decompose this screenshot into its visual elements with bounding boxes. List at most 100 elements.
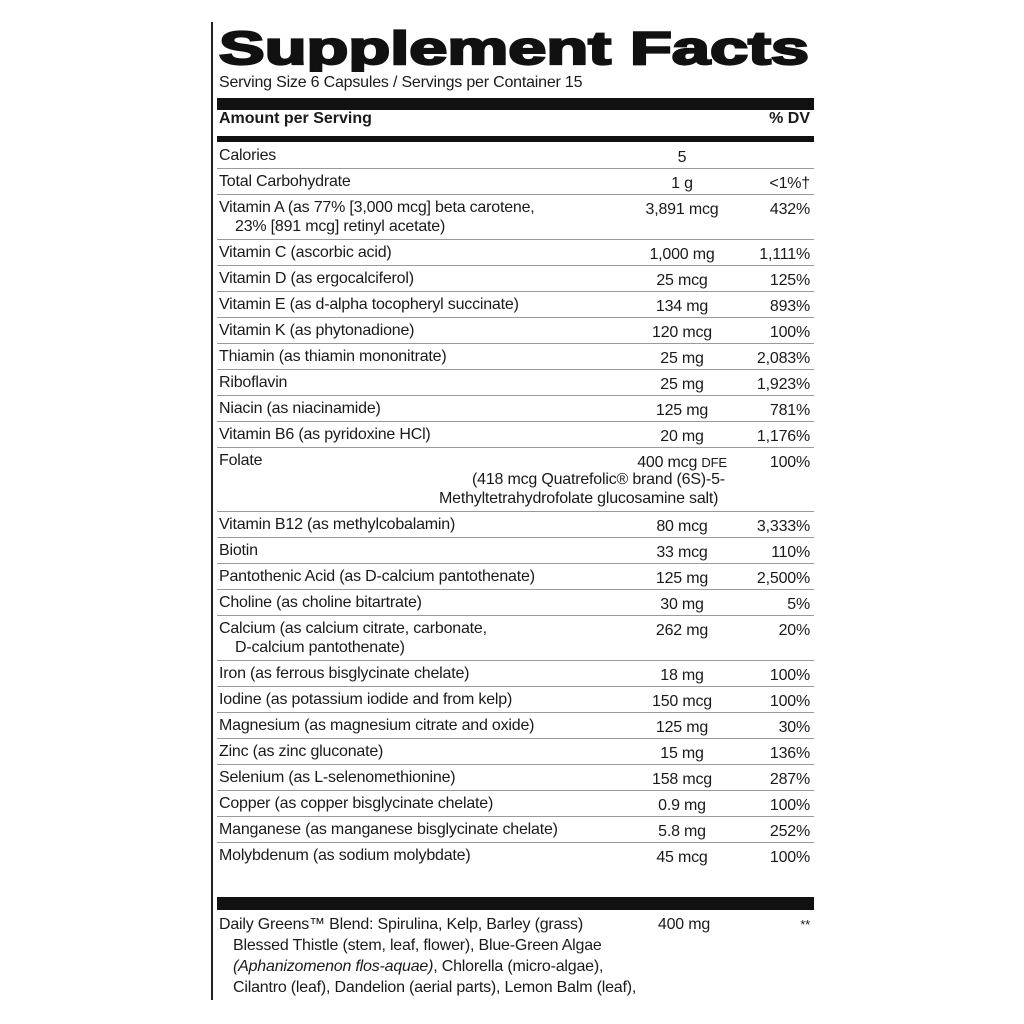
amount-value: 25 mg xyxy=(660,350,704,367)
nutrient-row: Riboflavin 25 mg 1,923% xyxy=(217,370,814,396)
blend-line: Cilantro (leaf), Dandelion (aerial parts… xyxy=(233,979,637,996)
nutrient-name: Pantothenic Acid (as D-calcium pantothen… xyxy=(219,568,535,585)
daily-value: 1,923% xyxy=(756,376,810,393)
nutrient-row: Vitamin A (as 77% [3,000 mcg] beta carot… xyxy=(217,195,814,240)
blend-text: , Chlorella (micro-algae), xyxy=(433,958,604,975)
note-line: Methyltetrahydrofolate glucosamine salt) xyxy=(439,490,719,507)
nutrient-row: Selenium (as L-selenomethionine) 158 mcg 2… xyxy=(217,765,814,791)
nutrient-name: Vitamin B6 (as pyridoxine HCl) xyxy=(219,426,431,443)
nutrient-name: Zinc (as zinc gluconate) xyxy=(219,743,384,760)
amount-unit: DFE xyxy=(701,455,727,470)
nutrient-row: Vitamin B12 (as methylcobalamin) 80 mcg 3,… xyxy=(217,512,814,538)
amount-value: 3,891 mcg xyxy=(645,201,719,218)
nutrient-row: Molybdenum (as sodium molybdate) 45 mcg 10… xyxy=(217,843,814,868)
daily-value: 110% xyxy=(771,544,810,561)
amount: 134 mg xyxy=(627,297,737,316)
nutrient-row: Niacin (as niacinamide) 125 mg 781% xyxy=(217,396,814,422)
serving-info: Serving Size 6 Capsules / Servings per C… xyxy=(219,74,583,91)
nutrient-row: Iodine (as potassium iodide and from kel… xyxy=(217,687,814,713)
daily-value: 100% xyxy=(769,693,810,710)
nutrient-row: Zinc (as zinc gluconate) 15 mg 136% xyxy=(217,739,814,765)
daily-value: 100% xyxy=(769,797,810,814)
amount: 150 mcg xyxy=(627,692,737,711)
nutrient-name: Biotin xyxy=(219,542,258,559)
medium-rule xyxy=(217,136,814,142)
nutrient-name: Riboflavin xyxy=(219,374,288,391)
daily-value: 3,333% xyxy=(756,518,810,535)
amount-value: 125 mg xyxy=(655,402,709,419)
nutrient-row: Manganese (as manganese bisglycinate che… xyxy=(217,817,814,843)
nutrient-name: Vitamin K (as phytonadione) xyxy=(219,322,415,339)
nutrient-row: Vitamin E (as d-alpha tocopheryl succina… xyxy=(217,292,814,318)
blend-italic: (Aphanizomenon flos-aquae) xyxy=(233,958,434,975)
daily-value: 781% xyxy=(769,402,810,419)
amount-value: 33 mcg xyxy=(656,544,708,561)
amount: 5.8 mg xyxy=(627,822,737,841)
thick-rule xyxy=(217,897,814,910)
nutrient-row: Vitamin D (as ergocalciferol) 25 mcg 125% xyxy=(217,266,814,292)
thick-rule xyxy=(217,98,814,110)
amount-header: Amount per Serving xyxy=(219,110,372,127)
nutrient-name: Molybdenum (as sodium molybdate) xyxy=(219,847,471,864)
nutrient-row: Copper (as copper bisglycinate chelate) 0… xyxy=(217,791,814,817)
amount: 25 mg xyxy=(627,375,737,394)
daily-value: 100% xyxy=(769,667,810,684)
nutrient-name: 23% [891 mcg] retinyl acetate) xyxy=(235,218,446,235)
amount: 45 mcg xyxy=(627,848,737,867)
amount: 120 mcg xyxy=(627,323,737,342)
nutrient-name: Vitamin B12 (as methylcobalamin) xyxy=(219,516,456,533)
nutrient-name: Vitamin C (ascorbic acid) xyxy=(219,244,392,261)
amount: 262 mg xyxy=(627,621,737,640)
blend-line: (Aphanizomenon flos-aquae), Chlorella (m… xyxy=(219,956,810,977)
nutrient-name: Total Carbohydrate xyxy=(219,173,351,190)
amount-value: 262 mg xyxy=(655,622,709,639)
daily-value: 1,176% xyxy=(756,428,810,445)
amount: 125 mg xyxy=(627,401,737,420)
daily-value: 136% xyxy=(769,745,810,762)
amount-value: 400 mcg xyxy=(637,454,698,471)
amount: 125 mg xyxy=(627,718,737,737)
amount: 1 g xyxy=(627,174,737,193)
amount-value: 1 g xyxy=(671,175,693,192)
daily-value: 100% xyxy=(769,324,810,341)
daily-value: 125% xyxy=(769,272,810,289)
amount-value: 134 mg xyxy=(655,298,709,315)
amount: 25 mg xyxy=(627,349,737,368)
blend-line: Blessed Thistle (stem, leaf, flower), Bl… xyxy=(233,937,602,954)
amount-value: 80 mcg xyxy=(656,518,708,535)
daily-value: 252% xyxy=(769,823,810,840)
amount-value: 45 mcg xyxy=(656,849,708,866)
nutrient-row: Calories 5 xyxy=(217,143,814,169)
dv-header: % DV xyxy=(769,110,810,127)
nutrient-name: Iodine (as potassium iodide and from kel… xyxy=(219,691,513,708)
nutrient-name: Thiamin (as thiamin mononitrate) xyxy=(219,348,447,365)
amount-value: 158 mcg xyxy=(652,771,712,788)
daily-value: 30% xyxy=(778,719,811,736)
daily-value: 2,500% xyxy=(756,570,810,587)
blend-name: Daily Greens™ Blend: Spirulina, Kelp, Ba… xyxy=(219,916,583,933)
amount-value: 1,000 mg xyxy=(649,246,715,263)
daily-value: 893% xyxy=(769,298,810,315)
daily-value: <1%† xyxy=(769,175,810,192)
amount: 30 mg xyxy=(627,595,737,614)
daily-value: 5% xyxy=(787,596,810,613)
nutrient-row: Folate 400 mcg DFE 100% (418 mcg Quatrefoli… xyxy=(217,448,814,512)
nutrient-row: Iron (as ferrous bisglycinate chelate) 18… xyxy=(217,661,814,687)
amount-value: 0.9 mg xyxy=(658,797,706,814)
nutrient-row: Vitamin K (as phytonadione) 120 mcg 100% xyxy=(217,318,814,344)
amount: 33 mcg xyxy=(627,543,737,562)
nutrient-name: Calories xyxy=(219,147,277,164)
amount-value: 125 mg xyxy=(655,570,709,587)
blend-dv: ** xyxy=(800,917,810,932)
amount: 0.9 mg xyxy=(627,796,737,815)
amount-value: 30 mg xyxy=(660,596,704,613)
title: Supplement Facts xyxy=(219,24,809,72)
amount-value: 25 mg xyxy=(660,376,704,393)
amount: 125 mg xyxy=(627,569,737,588)
nutrient-name: Folate xyxy=(219,452,263,469)
nutrient-row: Thiamin (as thiamin mononitrate) 25 mg 2,0… xyxy=(217,344,814,370)
amount-value: 25 mcg xyxy=(656,272,708,289)
nutrient-name: Calcium (as calcium citrate, carbonate, xyxy=(219,620,487,637)
header-row: Amount per Serving % DV xyxy=(219,110,810,128)
nutrient-name: Copper (as copper bisglycinate chelate) xyxy=(219,795,494,812)
